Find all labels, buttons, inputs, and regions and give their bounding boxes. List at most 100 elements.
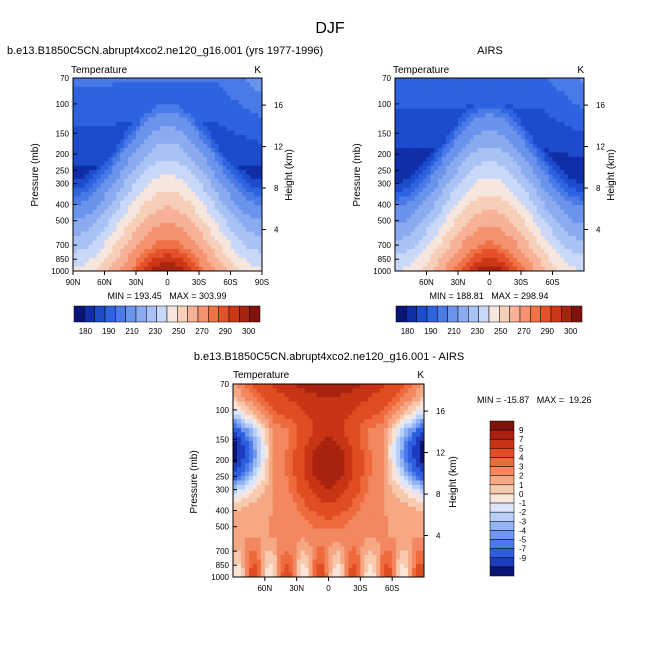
airs-field-cell: [528, 178, 534, 184]
airs-field-cell: [469, 126, 475, 132]
model-field-cell: [191, 170, 196, 176]
model-field-cell: [163, 82, 169, 88]
airs-field-cell: [410, 249, 416, 255]
diff-field-cell: [340, 432, 346, 438]
diff-field-cell: [384, 432, 389, 438]
airs-field-cell: [509, 213, 514, 219]
model-field-cell: [234, 196, 239, 202]
airs-field-cell: [450, 126, 455, 132]
airs-field-cell: [552, 209, 558, 215]
airs-field-cell: [501, 257, 506, 263]
model-field-cell: [124, 152, 129, 158]
model-field-cell: [116, 253, 121, 259]
diff-field-cell: [284, 436, 290, 442]
airs-field-cell: [442, 95, 447, 101]
model-field-cell: [171, 126, 176, 132]
model-field-cell: [163, 213, 169, 219]
diff-field-cell: [276, 410, 282, 416]
airs-field-cell: [556, 178, 561, 184]
airs-field-cell: [532, 253, 538, 259]
airs-field-cell: [450, 130, 455, 136]
airs-units-label: K: [577, 65, 584, 76]
model-field-cell: [258, 218, 262, 224]
model-field-cell: [151, 227, 157, 233]
model-field-cell: [147, 218, 153, 224]
diff-field-cell: [284, 414, 290, 420]
model-field-cell: [124, 135, 129, 141]
model-field-cell: [199, 148, 204, 154]
diff-field-cell: [316, 419, 322, 425]
airs-field-cell: [473, 170, 479, 176]
airs-field-cell: [398, 121, 404, 127]
model-field-cell: [92, 78, 98, 83]
model-field-cell: [108, 235, 113, 241]
model-field-cell: [112, 156, 117, 162]
model-field-cell: [187, 257, 192, 263]
airs-field-cell: [406, 139, 412, 145]
airs-field-cell: [489, 78, 495, 83]
diff-field-cell: [344, 405, 349, 411]
model-field-cell: [179, 249, 184, 255]
diff-field-cell: [344, 401, 349, 407]
airs-field-cell: [501, 235, 506, 241]
model-field-cell: [195, 187, 200, 193]
airs-field-cell: [434, 82, 439, 88]
diff-field-cell: [304, 423, 310, 429]
model-field-cell: [159, 82, 165, 88]
model-field-cell: [183, 148, 188, 154]
model-field-cell: [242, 192, 247, 198]
diff-field-cell: [324, 410, 330, 416]
airs-field-cell: [493, 262, 498, 268]
model-field-cell: [80, 161, 86, 167]
model-field-cell: [136, 95, 141, 101]
airs-field-cell: [556, 104, 561, 110]
airs-field-cell: [469, 200, 475, 206]
model-field-cell: [258, 178, 262, 184]
model-field-cell: [139, 82, 145, 88]
airs-field-cell: [469, 240, 475, 246]
model-field-cell: [163, 231, 169, 237]
airs-field-cell: [450, 183, 455, 189]
airs-field-cell: [442, 113, 447, 119]
model-field-cell: [254, 91, 259, 97]
diff-field-cell: [292, 427, 298, 433]
model-field-cell: [258, 95, 262, 101]
model-field-cell: [175, 257, 180, 263]
airs-field-cell: [528, 104, 534, 110]
model-field-cell: [116, 126, 121, 132]
airs-field-cell: [418, 165, 424, 171]
airs-field-cell: [481, 135, 487, 141]
model-field-cell: [195, 104, 200, 110]
model-field-cell: [108, 78, 113, 83]
airs-field-cell: [402, 205, 408, 211]
model-field-cell: [199, 113, 204, 119]
model-field-cell: [246, 143, 251, 149]
diff-field-cell: [264, 427, 270, 433]
airs-field-cell: [560, 183, 565, 189]
diff-field-cell: [420, 410, 424, 416]
model-field-cell: [218, 235, 224, 241]
model-field-cell: [76, 187, 82, 193]
model-field-cell: [73, 209, 78, 215]
model-field-cell: [171, 139, 176, 145]
airs-field-cell: [544, 187, 550, 193]
diff-field-cell: [240, 384, 246, 389]
model-field-cell: [128, 126, 133, 132]
airs-field-cell: [414, 113, 420, 119]
airs-field-cell: [521, 240, 526, 246]
airs-field-cell: [469, 130, 475, 136]
model-field-cell: [167, 113, 173, 119]
model-field-cell: [191, 130, 196, 136]
airs-field-cell: [493, 130, 498, 136]
model-field-cell: [136, 187, 141, 193]
airs-field-cell: [398, 218, 404, 224]
model-field-cell: [234, 231, 239, 237]
airs-field-cell: [438, 235, 443, 241]
diff-field-cell: [368, 401, 373, 407]
airs-field-cell: [528, 253, 534, 259]
airs-field-cell: [536, 161, 542, 167]
model-field-cell: [108, 209, 113, 215]
airs-field-cell: [438, 227, 443, 233]
diff-field-cell: [233, 392, 238, 398]
airs-field-cell: [560, 148, 565, 154]
